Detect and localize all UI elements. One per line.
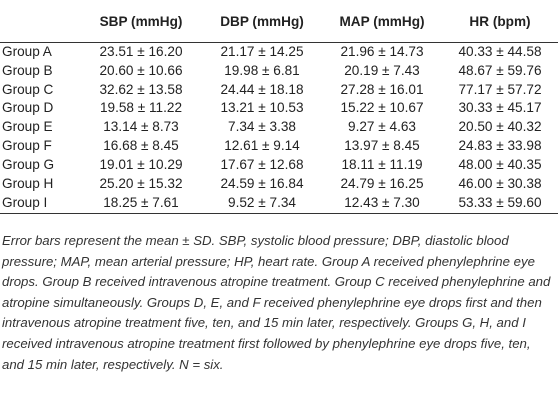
dbp-cell: 21.17 ± 14.25 (220, 44, 304, 59)
results-table: SBP (mmHg) DBP (mmHg) MAP (mmHg) HR (bpm… (0, 0, 558, 215)
table-body: Group A 23.51 ± 16.20 21.17 ± 14.25 21.9… (0, 43, 558, 215)
map-cell: 24.79 ± 16.25 (340, 175, 424, 191)
map-cell: 9.27 ± 4.63 (348, 119, 416, 135)
group-label: Group C (2, 81, 54, 97)
table-row: Group C 32.62 ± 13.58 24.44 ± 18.18 27.2… (0, 81, 558, 100)
dbp-cell: 24.44 ± 18.18 (220, 81, 304, 97)
group-label: Group H (2, 175, 54, 191)
group-label: Group E (2, 119, 53, 135)
header-row: SBP (mmHg) DBP (mmHg) MAP (mmHg) HR (bpm… (0, 0, 558, 43)
map-cell: 20.19 ± 7.43 (344, 62, 420, 78)
table-row: Group A 23.51 ± 16.20 21.17 ± 14.25 21.9… (0, 43, 558, 62)
group-label: Group F (2, 137, 52, 153)
hr-cell: 40.33 ± 44.58 (458, 44, 542, 59)
table-row: Group E 13.14 ± 8.73 7.34 ± 3.38 9.27 ± … (0, 118, 558, 137)
group-label: Group D (2, 100, 54, 116)
map-cell: 15.22 ± 10.67 (340, 100, 424, 116)
hr-cell: 30.33 ± 45.17 (458, 100, 542, 116)
hr-cell: 77.17 ± 57.72 (458, 81, 542, 97)
dbp-cell: 17.67 ± 12.68 (220, 156, 304, 172)
header-dbp: DBP (mmHg) (202, 0, 322, 43)
dbp-cell: 19.98 ± 6.81 (224, 62, 300, 78)
sbp-cell: 25.20 ± 15.32 (99, 175, 183, 191)
sbp-cell: 23.51 ± 16.20 (99, 44, 183, 59)
group-label: Group G (2, 156, 55, 172)
table-row: Group F 16.68 ± 8.45 12.61 ± 9.14 13.97 … (0, 137, 558, 156)
sbp-cell: 32.62 ± 13.58 (99, 81, 183, 97)
dbp-cell: 24.59 ± 16.84 (220, 175, 304, 191)
map-cell: 13.97 ± 8.45 (344, 137, 420, 153)
dbp-cell: 13.21 ± 10.53 (220, 100, 304, 116)
map-cell: 27.28 ± 16.01 (340, 81, 424, 97)
hr-cell: 48.67 ± 59.76 (458, 62, 542, 78)
dbp-cell: 9.52 ± 7.34 (202, 193, 322, 215)
hr-cell: 24.83 ± 33.98 (458, 137, 542, 153)
map-cell: 18.11 ± 11.19 (341, 156, 423, 172)
table-row: Group B 20.60 ± 10.66 19.98 ± 6.81 20.19… (0, 62, 558, 81)
sbp-cell: 16.68 ± 8.45 (103, 137, 179, 153)
dbp-cell: 7.34 ± 3.38 (228, 119, 296, 135)
map-cell: 12.43 ± 7.30 (322, 193, 442, 215)
hr-cell: 46.00 ± 30.38 (458, 175, 542, 191)
group-label: Group A (2, 44, 52, 59)
dbp-cell: 12.61 ± 9.14 (224, 137, 300, 153)
group-label: Group B (2, 62, 53, 78)
sbp-cell: 20.60 ± 10.66 (99, 62, 183, 78)
sbp-cell: 18.25 ± 7.61 (80, 193, 202, 215)
sbp-cell: 19.58 ± 11.22 (99, 100, 183, 116)
sbp-cell: 13.14 ± 8.73 (103, 119, 179, 135)
table-row: Group H 25.20 ± 15.32 24.59 ± 16.84 24.7… (0, 175, 558, 194)
hr-cell: 53.33 ± 59.60 (442, 193, 558, 215)
table-header: SBP (mmHg) DBP (mmHg) MAP (mmHg) HR (bpm… (0, 0, 558, 43)
hr-cell: 48.00 ± 40.35 (458, 156, 542, 172)
map-cell: 21.96 ± 14.73 (340, 44, 424, 59)
table-row: Group D 19.58 ± 11.22 13.21 ± 10.53 15.2… (0, 99, 558, 118)
table-footnote: Error bars represent the mean ± SD. SBP,… (2, 233, 551, 372)
header-hr: HR (bpm) (442, 0, 558, 43)
header-sbp: SBP (mmHg) (80, 0, 202, 43)
group-label: Group I (0, 193, 80, 215)
sbp-cell: 19.01 ± 10.29 (99, 156, 183, 172)
header-group (0, 0, 80, 43)
table-row: Group I 18.25 ± 7.61 9.52 ± 7.34 12.43 ±… (0, 193, 558, 215)
table-row: Group G 19.01 ± 10.29 17.67 ± 12.68 18.1… (0, 156, 558, 175)
hr-cell: 20.50 ± 40.32 (458, 119, 542, 135)
header-map: MAP (mmHg) (322, 0, 442, 43)
